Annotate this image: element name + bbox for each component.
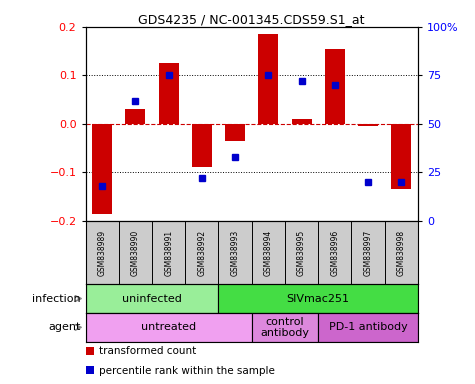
- Text: GSM838995: GSM838995: [297, 229, 306, 276]
- Bar: [159, 63, 179, 124]
- Bar: [125, 109, 145, 124]
- Text: infection: infection: [32, 293, 81, 304]
- Text: PD-1 antibody: PD-1 antibody: [329, 322, 408, 333]
- Title: GDS4235 / NC-001345.CDS59.S1_at: GDS4235 / NC-001345.CDS59.S1_at: [139, 13, 365, 26]
- Bar: [218, 284, 418, 313]
- Text: GSM838990: GSM838990: [131, 229, 140, 276]
- Text: uninfected: uninfected: [122, 293, 182, 304]
- Bar: [325, 49, 345, 124]
- Text: GSM838994: GSM838994: [264, 229, 273, 276]
- Bar: [292, 119, 312, 124]
- Text: GSM838989: GSM838989: [98, 229, 106, 276]
- Text: GSM838998: GSM838998: [397, 229, 406, 276]
- Bar: [391, 124, 411, 189]
- Bar: [92, 124, 112, 214]
- Bar: [86, 284, 218, 313]
- Bar: [192, 124, 212, 167]
- Bar: [318, 313, 418, 342]
- Text: GSM838992: GSM838992: [198, 229, 206, 276]
- Text: SIVmac251: SIVmac251: [287, 293, 350, 304]
- Text: GSM838996: GSM838996: [331, 229, 339, 276]
- Text: GSM838993: GSM838993: [231, 229, 239, 276]
- Bar: [225, 124, 245, 141]
- Bar: [86, 313, 252, 342]
- Bar: [86, 347, 94, 355]
- Text: agent: agent: [48, 322, 81, 333]
- Text: control
antibody: control antibody: [260, 316, 310, 338]
- Bar: [258, 34, 278, 124]
- Text: GSM838997: GSM838997: [364, 229, 372, 276]
- Text: GSM838991: GSM838991: [164, 229, 173, 276]
- Text: transformed count: transformed count: [99, 346, 196, 356]
- Bar: [252, 313, 318, 342]
- Text: percentile rank within the sample: percentile rank within the sample: [99, 366, 275, 376]
- Bar: [358, 124, 378, 126]
- Bar: [86, 366, 94, 374]
- Text: untreated: untreated: [141, 322, 196, 333]
